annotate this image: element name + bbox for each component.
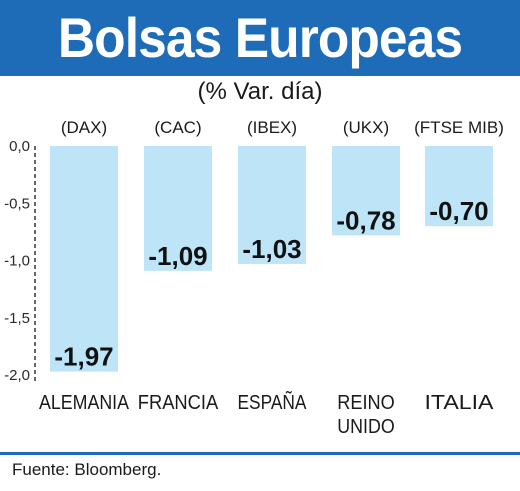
value-label: -0,70: [429, 196, 488, 226]
category-label: FRANCIA: [138, 392, 219, 414]
category-label: ALEMANIA: [39, 392, 130, 414]
bar: [144, 146, 212, 271]
category-label: UNIDO: [337, 416, 395, 438]
chart-subtitle: (% Var. día): [197, 78, 323, 105]
y-tick-label: 0,0: [9, 138, 30, 155]
index-label: (UKX): [343, 118, 389, 137]
footer-rule: [0, 452, 520, 455]
bar: [50, 146, 118, 372]
y-tick-label: -0,5: [4, 195, 30, 212]
bar: [425, 146, 493, 227]
header-banner: [0, 0, 520, 76]
index-label: (CAC): [154, 118, 201, 137]
value-label: -0,78: [336, 205, 395, 235]
chart-title: Bolsas Europeas: [57, 6, 463, 69]
source-note: Fuente: Bloomberg.: [12, 460, 162, 479]
y-tick-label: -1,5: [4, 310, 30, 327]
category-label: REINO: [337, 392, 395, 414]
category-label: ESPAÑA: [238, 390, 308, 414]
category-label: ITALIA: [425, 392, 495, 414]
bar: [238, 146, 306, 264]
y-tick-label: -1,0: [4, 253, 30, 270]
index-label: (FTSE MIB): [414, 118, 504, 137]
value-label: -1,09: [148, 241, 207, 271]
index-label: (DAX): [61, 118, 107, 137]
bar: [332, 146, 400, 236]
value-label: -1,03: [242, 234, 301, 264]
y-tick-label: -2,0: [4, 367, 30, 384]
index-label: (IBEX): [247, 118, 297, 137]
value-label: -1,97: [54, 342, 113, 372]
